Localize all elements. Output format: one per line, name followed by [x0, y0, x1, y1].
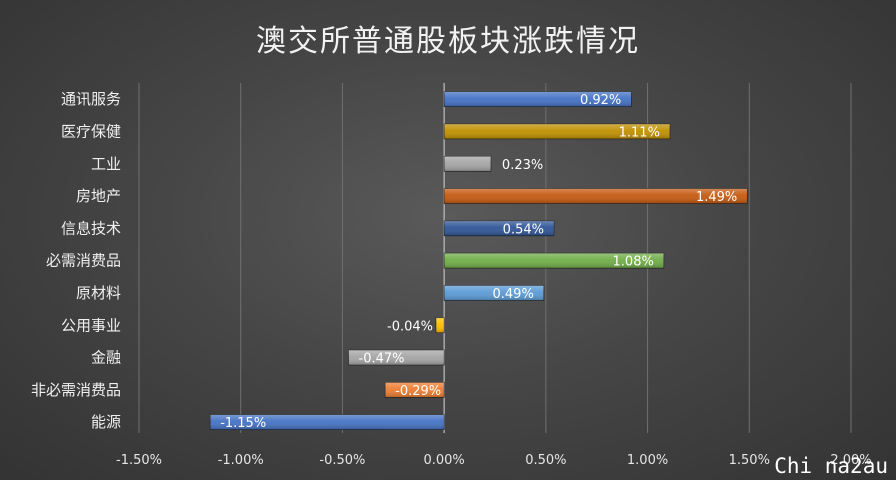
data-label: 0.49%: [493, 287, 534, 302]
bar-highlight: [444, 156, 491, 172]
data-label: 1.08%: [613, 255, 654, 270]
bar-highlight: [436, 317, 445, 333]
category-label: 非必需消费品: [31, 381, 121, 399]
x-tick-label: -0.50%: [319, 453, 365, 468]
data-label: 0.23%: [502, 158, 543, 173]
data-label: 1.49%: [696, 190, 737, 205]
x-tick-label: -1.00%: [218, 453, 264, 468]
data-label: 1.11%: [619, 125, 660, 140]
watermark: Chi na2au: [774, 454, 888, 478]
bar-highlight: [444, 91, 632, 107]
x-tick-label: -1.50%: [116, 453, 162, 468]
bar-highlight: [348, 350, 445, 366]
x-tick-label: 1.50%: [729, 453, 770, 468]
category-label: 原材料: [76, 284, 121, 302]
bar-highlight: [444, 285, 544, 301]
bar-highlight: [444, 123, 670, 139]
bar-highlight: [444, 188, 748, 204]
category-label: 金融: [91, 349, 121, 367]
category-label: 必需消费品: [46, 252, 121, 270]
bar-highlight: [210, 414, 445, 430]
x-tick-label: 0.00%: [423, 453, 464, 468]
category-label: 房地产: [76, 187, 121, 205]
data-label: -1.15%: [220, 416, 266, 431]
data-label: -0.29%: [395, 384, 441, 399]
x-tick-label: 2.00%: [830, 453, 871, 468]
x-tick-label: 0.50%: [525, 453, 566, 468]
category-label: 工业: [91, 155, 121, 173]
bar-highlight: [385, 382, 445, 398]
data-label: -0.04%: [387, 319, 433, 334]
x-tick-label: 1.00%: [627, 453, 668, 468]
category-label: 公用事业: [61, 316, 121, 334]
category-label: 信息技术: [61, 219, 121, 237]
category-label: 医疗保健: [61, 122, 121, 140]
data-label: 0.92%: [580, 93, 621, 108]
chart-title: 澳交所普通股板块涨跌情况: [256, 24, 640, 59]
bar-highlight: [444, 220, 554, 236]
category-label: 能源: [91, 413, 121, 431]
data-label: -0.47%: [359, 352, 405, 367]
bar-highlight: [444, 253, 664, 269]
data-label: 0.54%: [503, 222, 544, 237]
category-label: 通讯服务: [61, 90, 121, 108]
